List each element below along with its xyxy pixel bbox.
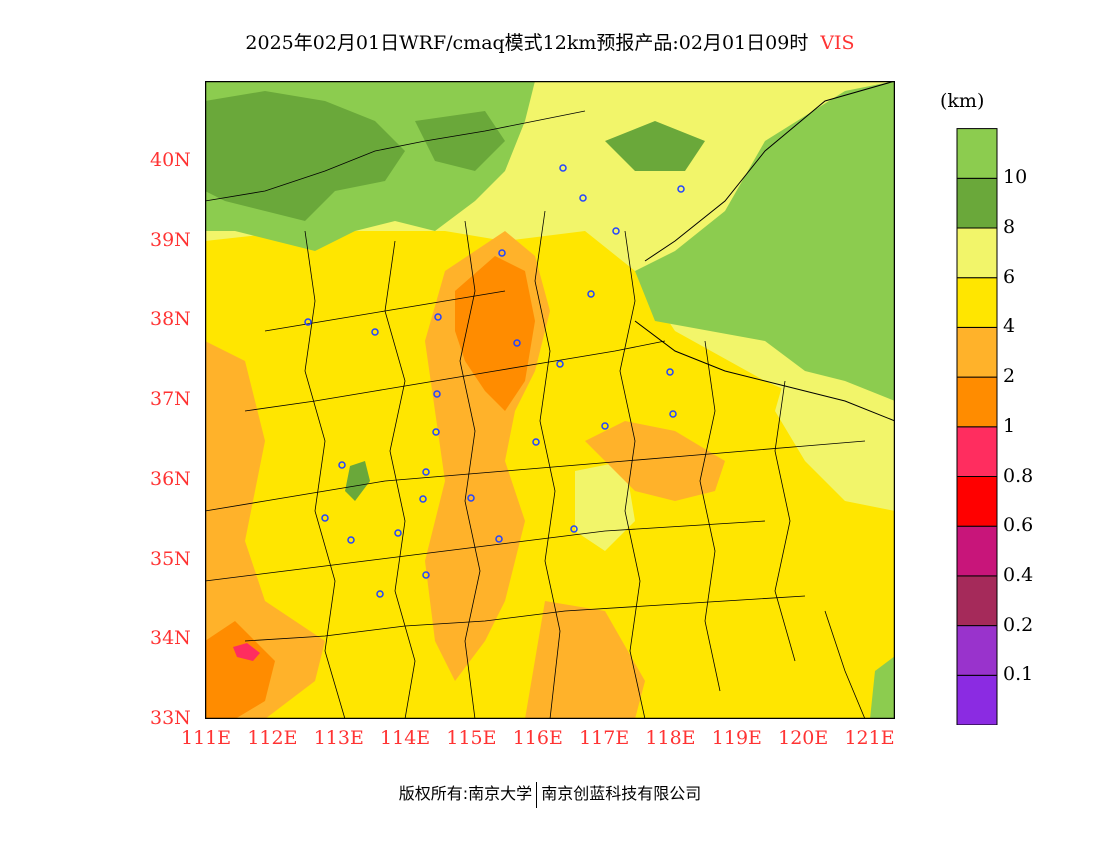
title-main: 2025年02月01日WRF/cmaq模式12km预报产品:02月01日09时 xyxy=(245,32,809,54)
station-marker xyxy=(304,318,312,326)
lon-tick-label: 119E xyxy=(711,727,762,749)
station-marker xyxy=(532,438,540,446)
lon-tick-label: 112E xyxy=(247,727,298,749)
station-marker xyxy=(498,249,506,257)
station-marker xyxy=(422,571,430,579)
station-marker xyxy=(321,514,329,522)
station-marker xyxy=(612,227,620,235)
station-marker xyxy=(419,495,427,503)
vis-field-low-sw xyxy=(205,621,275,719)
station-marker xyxy=(432,428,440,436)
station-marker xyxy=(666,368,674,376)
station-marker xyxy=(338,461,346,469)
lat-tick-label: 33N xyxy=(150,707,191,729)
station-marker xyxy=(434,313,442,321)
legend-swatch xyxy=(956,277,998,328)
legend-label: 2 xyxy=(1003,365,1016,388)
station-markers xyxy=(304,164,685,598)
admin-boundaries xyxy=(205,110,866,719)
lat-tick-label: 39N xyxy=(150,228,191,251)
vis-field-clear-se-corner xyxy=(870,656,895,719)
lat-tick-label: 37N xyxy=(150,388,191,410)
footer-right: 南京创蓝科技有限公司 xyxy=(541,784,702,803)
lon-tick-label: 121E xyxy=(844,727,895,749)
station-marker xyxy=(587,290,595,298)
legend-swatch xyxy=(956,575,998,627)
coastline xyxy=(634,81,895,422)
station-marker xyxy=(394,529,402,537)
vis-field-mid-sc xyxy=(445,361,475,421)
legend-swatch xyxy=(956,525,998,577)
legend-swatch xyxy=(956,376,998,428)
lon-tick-label: 114E xyxy=(380,727,431,749)
lon-tick-label: 113E xyxy=(313,727,364,749)
lon-tick-label: 111E xyxy=(181,727,232,749)
lat-tick-label: 35N xyxy=(150,547,191,570)
station-marker xyxy=(601,422,609,430)
vis-field-fog-spot xyxy=(233,643,260,661)
station-marker xyxy=(376,590,384,598)
title-variable: VIS xyxy=(820,32,855,54)
legend-swatch xyxy=(956,625,998,676)
footer-left: 版权所有:南京大学 xyxy=(398,784,533,803)
lon-tick-label: 116E xyxy=(512,727,563,749)
station-marker xyxy=(467,494,475,502)
station-marker xyxy=(570,525,578,533)
legend-swatch xyxy=(956,426,998,477)
vis-field-mid-east xyxy=(585,421,725,501)
station-marker xyxy=(422,468,430,476)
lon-tick-label: 118E xyxy=(645,727,696,749)
legend-label: 10 xyxy=(1003,166,1028,189)
lat-tick-label: 36N xyxy=(150,467,191,490)
lon-tick-label: 120E xyxy=(778,727,829,749)
lat-tick-label: 40N xyxy=(150,148,191,171)
legend-label: 0.6 xyxy=(1003,514,1034,537)
legend-label: 0.4 xyxy=(1003,563,1034,586)
station-marker xyxy=(559,164,567,172)
legend-label: 0.2 xyxy=(1003,613,1034,636)
vis-field-clear-bohai-dark xyxy=(605,121,705,171)
legend-swatch xyxy=(956,177,998,229)
legend-label: 8 xyxy=(1003,216,1016,238)
station-marker xyxy=(677,185,685,193)
vis-field-clear-bohai xyxy=(635,81,895,401)
station-marker xyxy=(495,535,503,543)
footer-separator xyxy=(536,781,538,808)
lon-tick-label: 115E xyxy=(446,727,497,749)
legend-swatch xyxy=(956,227,998,279)
vis-field-clear-north-dark xyxy=(415,111,505,171)
legend-swatch xyxy=(956,128,998,179)
station-marker xyxy=(556,360,564,368)
station-marker xyxy=(513,339,521,347)
vis-field-light-south xyxy=(575,461,635,551)
lon-tick-label: 117E xyxy=(579,727,630,749)
legend-label: 0.8 xyxy=(1003,464,1034,487)
visibility-map xyxy=(205,81,895,719)
vis-field-low-core xyxy=(455,256,535,411)
vis-field-clear-northwest-dark xyxy=(205,91,405,221)
lat-tick-label: 38N xyxy=(150,308,191,331)
legend-label: 6 xyxy=(1003,265,1016,288)
legend-swatch xyxy=(956,476,998,527)
station-marker xyxy=(371,328,379,336)
copyright-footer: 版权所有:南京大学 南京创蓝科技有限公司 xyxy=(0,780,1100,808)
map-title: 2025年02月01日WRF/cmaq模式12km预报产品:02月01日09时 V… xyxy=(0,28,1100,55)
station-marker xyxy=(433,390,441,398)
legend-label: 0.1 xyxy=(1003,663,1034,686)
legend-label: 4 xyxy=(1003,315,1016,338)
vis-field-mid-south xyxy=(525,601,645,719)
map-border xyxy=(205,81,895,719)
lat-tick-label: 34N xyxy=(150,627,191,650)
station-marker xyxy=(579,194,587,202)
legend-swatch xyxy=(956,674,998,725)
station-marker xyxy=(347,536,355,544)
legend-label: 1 xyxy=(1003,414,1016,437)
legend-swatch xyxy=(956,326,998,378)
legend-unit: (km) xyxy=(940,90,985,112)
vis-field-clear-sw-patch xyxy=(345,461,370,501)
station-marker xyxy=(669,410,677,418)
legend-colorbar xyxy=(956,128,998,725)
